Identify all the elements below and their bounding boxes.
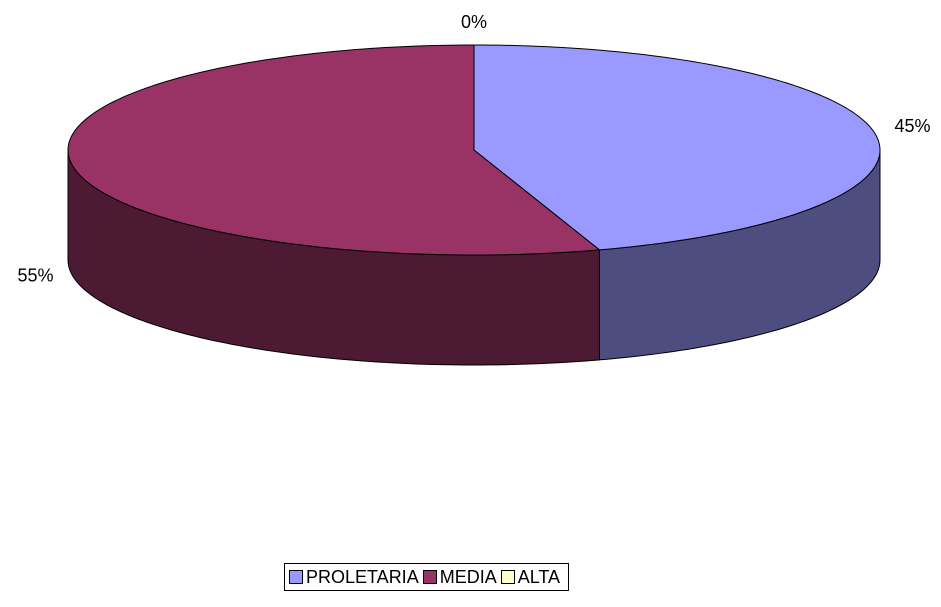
legend-label: PROLETARIA	[306, 566, 419, 587]
legend-entry: ALTA	[500, 566, 561, 588]
data-label: 45%	[895, 116, 931, 136]
legend: PROLETARIA MEDIA ALTA	[284, 563, 570, 591]
legend-label: MEDIA	[439, 566, 497, 587]
legend-entry: MEDIA	[422, 566, 497, 588]
data-label: 55%	[17, 266, 53, 286]
data-label: 0%	[461, 12, 487, 32]
legend-label: ALTA	[517, 566, 561, 587]
pie-slice	[473, 44, 881, 251]
legend-swatch	[422, 570, 437, 584]
legend-swatch	[500, 570, 515, 584]
legend-entry: PROLETARIA	[289, 567, 419, 588]
pie-tops	[67, 44, 881, 256]
pie-slice	[67, 44, 601, 256]
legend-swatch	[289, 570, 303, 584]
